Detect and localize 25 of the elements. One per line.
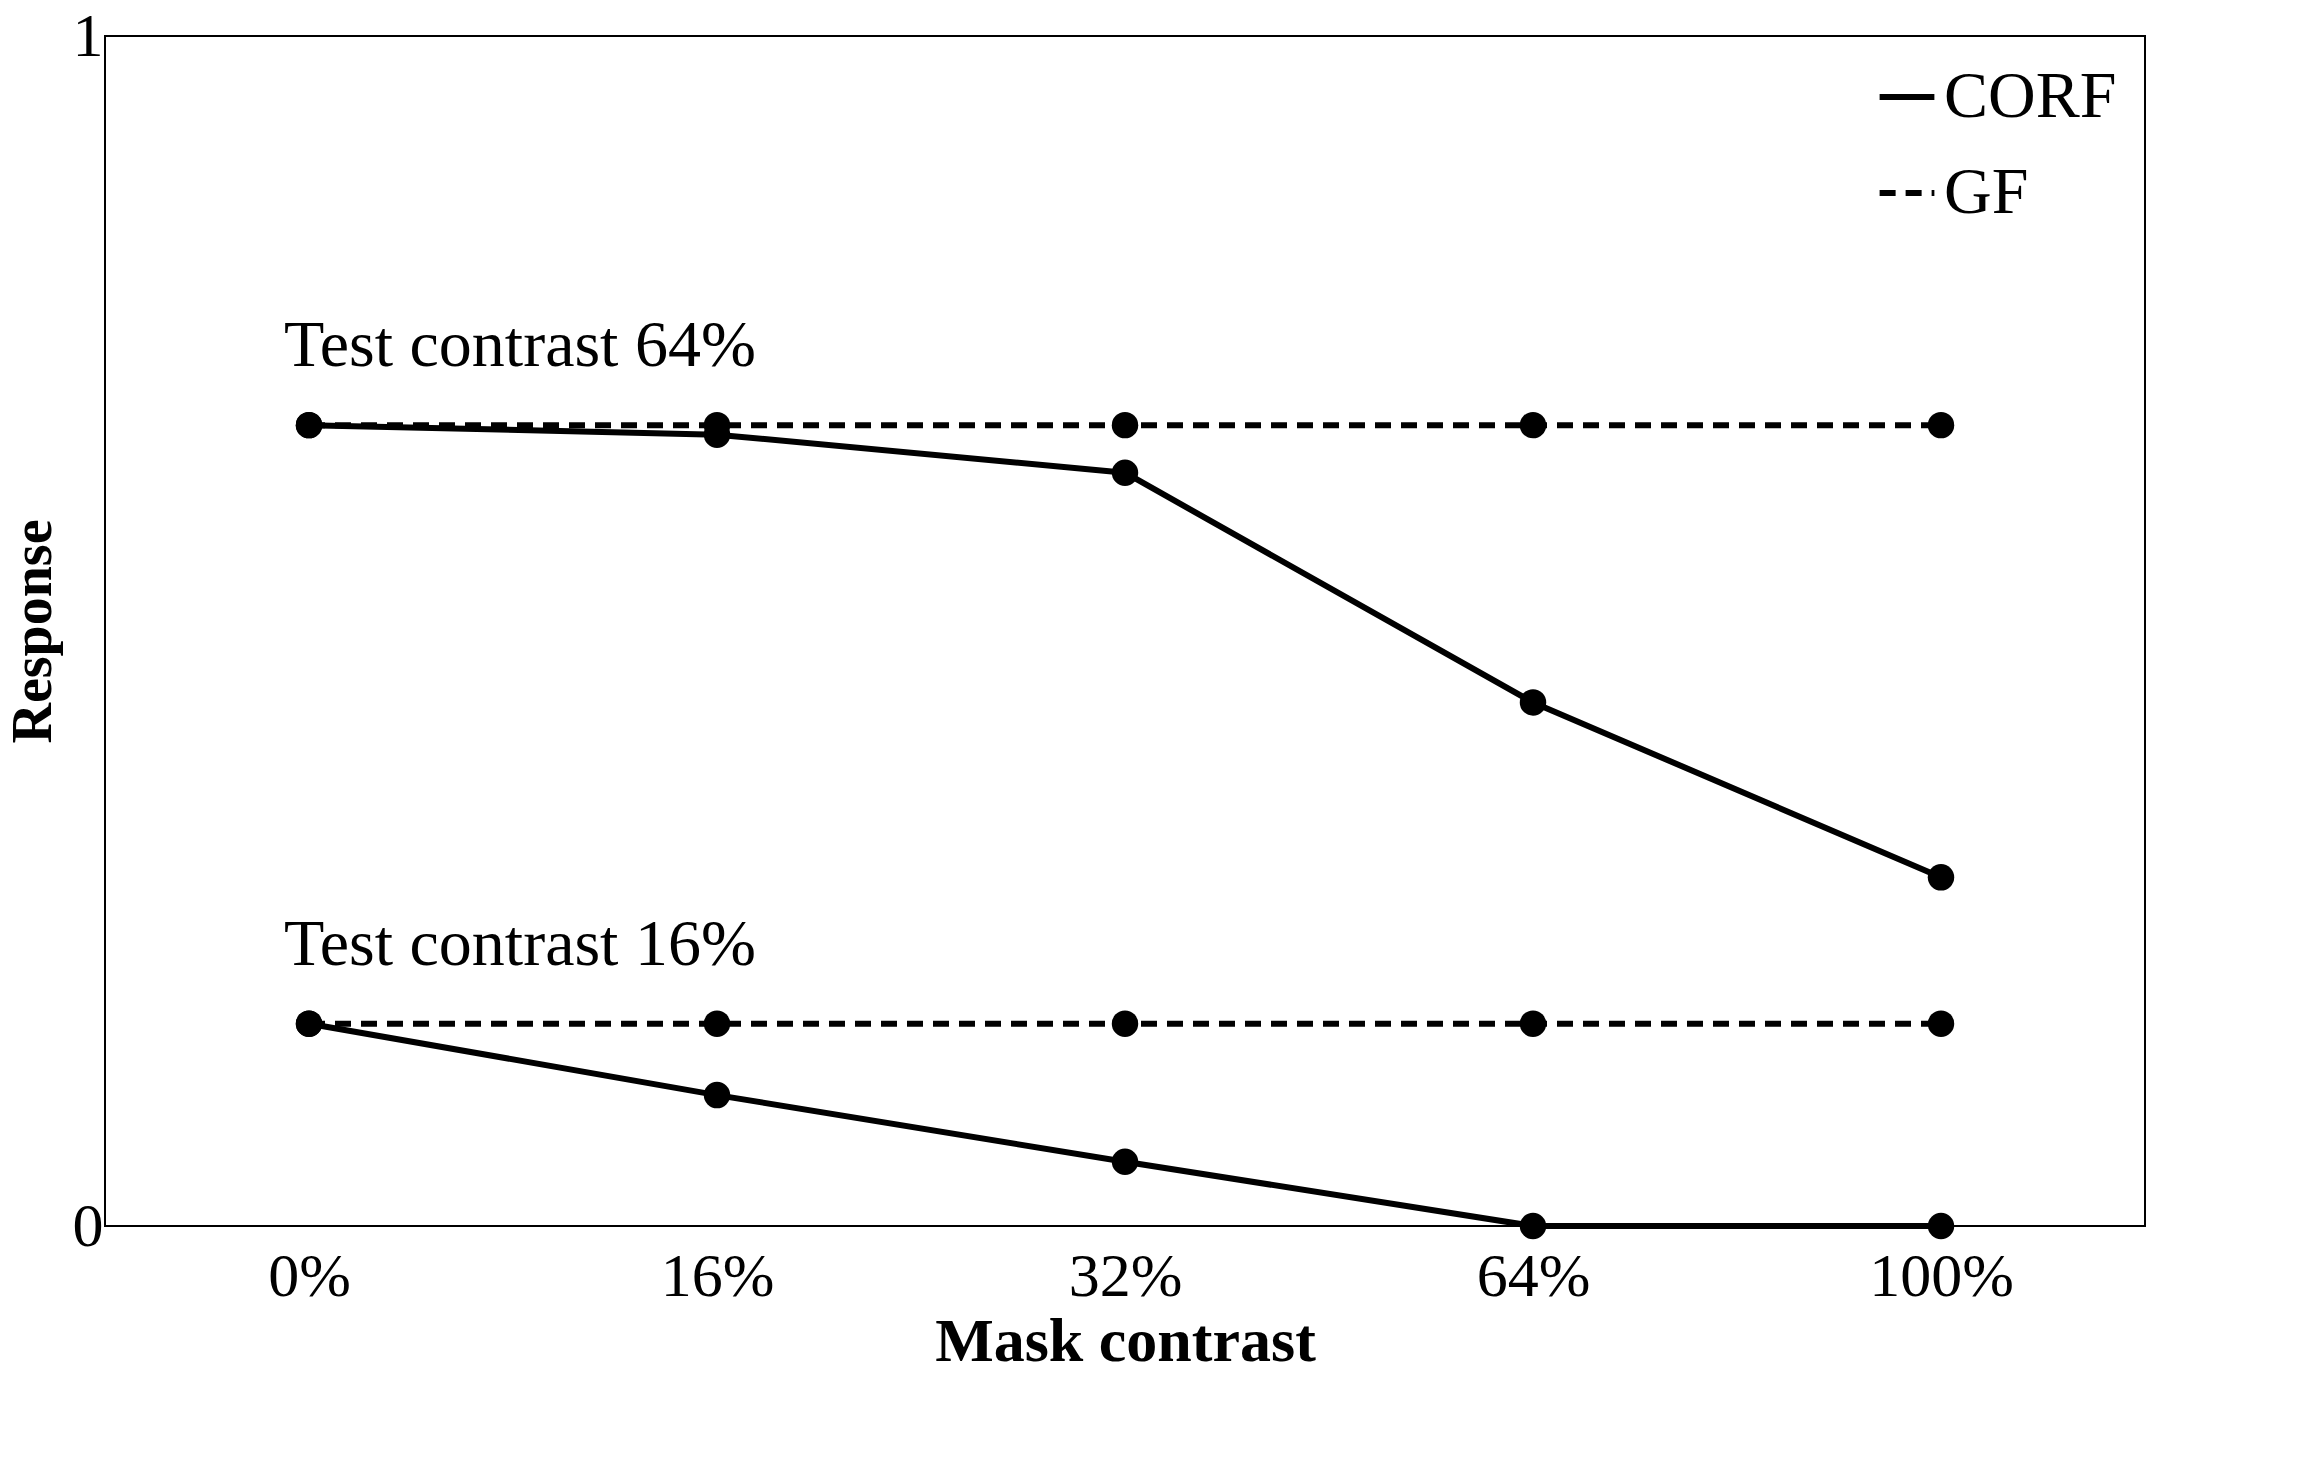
x-tick-label: 64% <box>1476 1240 1591 1309</box>
x-tick-label: 0% <box>268 1240 351 1309</box>
x-tick-label: 16% <box>660 1240 775 1309</box>
point <box>1927 1010 1955 1037</box>
point <box>1519 1212 1547 1240</box>
legend-label: CORF <box>1944 58 2117 131</box>
legend-label: GF <box>1944 154 2029 227</box>
x-tick-label: 100% <box>1869 1240 2014 1309</box>
point <box>1519 1010 1547 1037</box>
y-tick-label: 0 <box>72 1190 104 1259</box>
point <box>703 1010 731 1037</box>
point <box>1111 459 1139 486</box>
point <box>1519 411 1547 439</box>
annotation: Test contrast 64% <box>284 307 756 381</box>
point <box>1927 864 1955 891</box>
y-axis-title: Response <box>0 519 63 744</box>
annotation: Test contrast 16% <box>284 905 756 979</box>
point <box>1111 411 1139 439</box>
point <box>1519 689 1547 716</box>
point <box>1927 1212 1955 1240</box>
point <box>703 1081 731 1109</box>
point <box>1111 1148 1139 1175</box>
y-tick-label: 1 <box>72 0 104 69</box>
point <box>1927 411 1955 439</box>
point <box>1111 1010 1139 1037</box>
